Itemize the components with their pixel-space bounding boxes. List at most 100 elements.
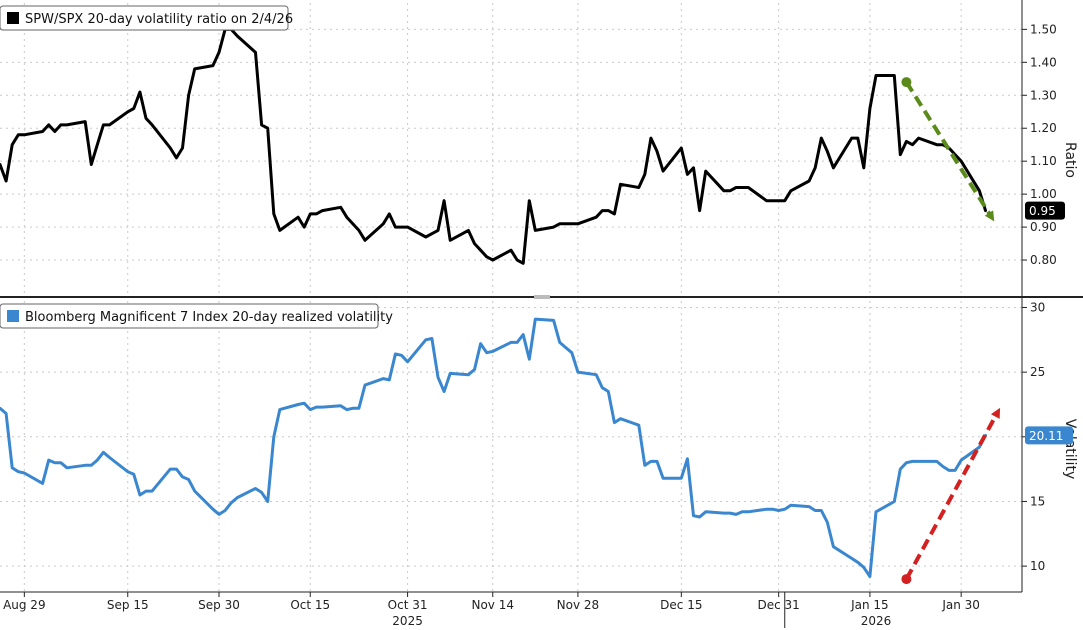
ratio-data-point [11, 143, 14, 146]
ratio-data-point [236, 34, 239, 37]
ratio-data-point [984, 209, 987, 212]
x-tick-label: Sep 30 [198, 598, 240, 612]
ratio-data-point [680, 146, 683, 149]
volatility-data-point [382, 377, 385, 380]
ratio-y-tick-label: 1.20 [1030, 121, 1057, 135]
ratio-data-point [783, 199, 786, 202]
ratio-data-point [449, 239, 452, 242]
volatility-y-tick-label: 15 [1030, 494, 1045, 508]
ratio-data-point [771, 199, 774, 202]
ratio-data-point [874, 74, 877, 77]
ratio-data-point [430, 232, 433, 235]
panel-resize-handle[interactable] [534, 295, 550, 299]
volatility-data-point [771, 508, 774, 511]
ratio-data-point [917, 137, 920, 140]
volatility-data-point [193, 490, 196, 493]
volatility-data-point [722, 511, 725, 514]
volatility-data-point [516, 341, 519, 344]
volatility-arrow-line [904, 407, 1001, 581]
x-tick-label: Aug 29 [3, 598, 46, 612]
ratio-data-point [132, 107, 135, 110]
ratio-data-point [655, 150, 658, 153]
volatility-data-point [595, 373, 598, 376]
ratio-data-point [613, 212, 616, 215]
volatility-data-point [144, 490, 147, 493]
x-tick-label: Dec 15 [660, 598, 702, 612]
volatility-data-point [826, 521, 829, 524]
volatility-data-point [126, 470, 129, 473]
volatility-data-point [108, 456, 111, 459]
ratio-data-point [522, 262, 525, 265]
ratio-data-point [90, 163, 93, 166]
volatility-data-point [850, 557, 853, 560]
ratio-data-point [5, 179, 8, 182]
volatility-data-point [278, 408, 281, 411]
volatility-data-point [728, 511, 731, 514]
volatility-data-point [491, 350, 494, 353]
ratio-data-point [698, 209, 701, 212]
ratio-data-point [321, 209, 324, 212]
ratio-data-point [516, 258, 519, 261]
volatility-data-point [436, 376, 439, 379]
ratio-last-value-label: 0.95 [1029, 204, 1056, 218]
ratio-data-point [619, 183, 622, 186]
x-tick-label: Dec 31 [758, 598, 800, 612]
ratio-data-point [935, 143, 938, 146]
ratio-panel: 1.50 1.40 1.30 1.20 1.10 1.00 0.90 0.80 SPW/SPX… [0, 3, 1078, 293]
volatility-data-point [637, 424, 640, 427]
volatility-data-point [430, 337, 433, 340]
volatility-data-point [601, 386, 604, 389]
ratio-data-point [187, 94, 190, 97]
ratio-last-value-tag: 0.95 [1025, 201, 1065, 220]
ratio-data-point [814, 166, 817, 169]
ratio-data-point [479, 249, 482, 252]
ratio-data-point [564, 222, 567, 225]
ratio-series [0, 27, 987, 265]
ratio-data-point [23, 133, 26, 136]
volatility-data-point [917, 460, 920, 463]
ratio-data-point [108, 123, 111, 126]
volatility-data-point [132, 473, 135, 476]
volatility-data-point [187, 478, 190, 481]
ratio-data-point [893, 74, 896, 77]
ratio-data-point [144, 117, 147, 120]
volatility-data-point [765, 508, 768, 511]
ratio-data-point [65, 123, 68, 126]
ratio-data-point [960, 160, 963, 163]
volatility-data-point [808, 505, 811, 508]
ratio-data-point [911, 143, 914, 146]
volatility-data-point [947, 469, 950, 472]
volatility-data-point [96, 459, 99, 462]
x-tick-label: Sep 15 [107, 598, 149, 612]
ratio-data-point [467, 229, 470, 232]
volatility-data-point [17, 470, 20, 473]
x-year-label: 2026 [861, 614, 892, 628]
volatility-data-point [449, 372, 452, 375]
volatility-series-line [0, 317, 987, 578]
volatility-data-point [814, 509, 817, 512]
volatility-data-point [309, 408, 312, 411]
volatility-data-point [704, 510, 707, 513]
volatility-data-point [783, 508, 786, 511]
volatility-data-point [47, 459, 50, 462]
ratio-data-point [59, 123, 62, 126]
ratio-data-point [382, 222, 385, 225]
volatility-data-point [893, 500, 896, 503]
volatility-data-point [400, 354, 403, 357]
volatility-data-point [59, 461, 62, 464]
volatility-data-point [260, 491, 263, 494]
ratio-data-point [601, 209, 604, 212]
volatility-data-point [138, 493, 141, 496]
ratio-data-point [169, 146, 172, 149]
ratio-data-point [406, 226, 409, 229]
volatility-panel: 3025201510 Bloomberg Magnificent 7 Index… [0, 300, 1078, 592]
volatility-data-point [862, 566, 865, 569]
volatility-data-point [443, 390, 446, 393]
ratio-data-point [309, 212, 312, 215]
ratio-data-point [862, 166, 865, 169]
volatility-data-point [607, 390, 610, 393]
volatility-data-point [169, 468, 172, 471]
ratio-data-point [905, 140, 908, 143]
